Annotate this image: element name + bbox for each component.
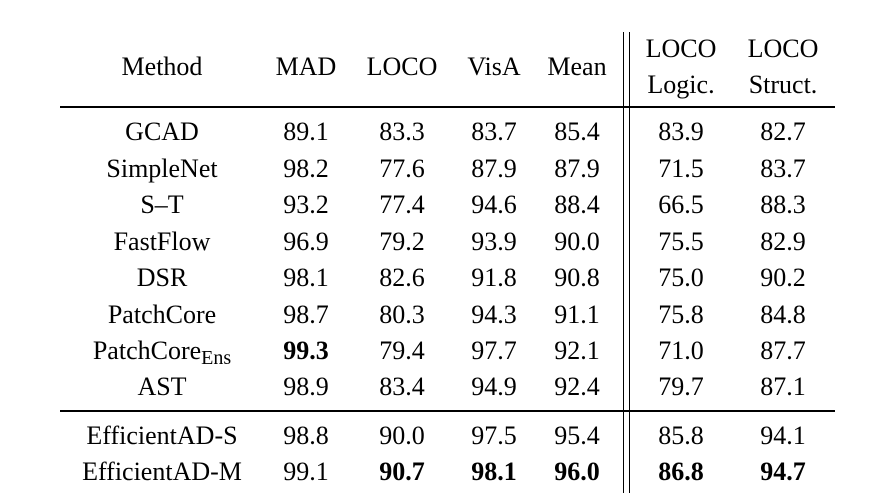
row-mean: 87.9 — [554, 154, 600, 183]
row-mean: 91.1 — [554, 300, 600, 329]
row-struct: 87.7 — [760, 336, 806, 365]
row-logic: 83.9 — [658, 117, 704, 146]
row-visa: 94.6 — [471, 190, 517, 219]
header-loco-struct-top: LOCO — [747, 34, 819, 63]
row-mad: 98.1 — [283, 263, 329, 292]
row-mean: 90.8 — [554, 263, 600, 292]
row-method: SimpleNet — [106, 154, 218, 183]
row-method: EfficientAD-S — [86, 421, 238, 450]
row-loco: 82.6 — [379, 263, 425, 292]
row-method: EfficientAD-M — [82, 457, 242, 486]
column-divider-right — [629, 32, 631, 493]
column-divider-left — [623, 32, 625, 493]
group-rule — [60, 410, 835, 412]
row-logic: 71.5 — [658, 154, 704, 183]
row-logic: 66.5 — [658, 190, 704, 219]
row-method: FastFlow — [113, 227, 211, 256]
header-visa: VisA — [467, 52, 521, 81]
row-logic: 79.7 — [658, 372, 704, 401]
row-mean: 92.4 — [554, 372, 600, 401]
header-loco: LOCO — [366, 52, 438, 81]
row-mean: 92.1 — [554, 336, 600, 365]
header-loco-logic-top: LOCO — [645, 34, 717, 63]
row-visa: 98.1 — [471, 457, 517, 486]
row-mean: 96.0 — [554, 457, 600, 486]
row-struct: 87.1 — [760, 372, 806, 401]
row-struct: 88.3 — [760, 190, 806, 219]
row-method-subscript: Ens — [201, 347, 232, 369]
header-loco-logic-bottom: Logic. — [647, 70, 715, 99]
row-logic: 75.0 — [658, 263, 704, 292]
row-loco: 80.3 — [379, 300, 425, 329]
row-loco: 90.0 — [379, 421, 425, 450]
row-mad: 96.9 — [283, 227, 329, 256]
row-method: PatchCoreEns — [92, 336, 231, 369]
header-loco-struct-bottom: Struct. — [748, 70, 818, 99]
row-method: AST — [137, 372, 187, 401]
row-mad: 98.7 — [283, 300, 329, 329]
row-logic: 86.8 — [658, 457, 704, 486]
row-loco: 83.4 — [379, 372, 425, 401]
row-visa: 87.9 — [471, 154, 517, 183]
header-mean: Mean — [547, 52, 607, 81]
row-mad: 89.1 — [283, 117, 329, 146]
row-struct: 90.2 — [760, 263, 806, 292]
header-method: Method — [121, 52, 203, 81]
row-loco: 77.4 — [379, 190, 425, 219]
row-method: S–T — [140, 190, 184, 219]
row-mad: 99.1 — [283, 457, 329, 486]
row-mad: 98.9 — [283, 372, 329, 401]
row-loco: 77.6 — [379, 154, 425, 183]
row-struct: 82.7 — [760, 117, 806, 146]
row-struct: 82.9 — [760, 227, 806, 256]
row-mad: 98.2 — [283, 154, 329, 183]
row-struct: 94.1 — [760, 421, 806, 450]
row-method: GCAD — [125, 117, 199, 146]
row-mad: 99.3 — [283, 336, 329, 365]
row-logic: 75.5 — [658, 227, 704, 256]
row-method: PatchCore — [107, 300, 217, 329]
row-mad: 98.8 — [283, 421, 329, 450]
row-loco: 83.3 — [379, 117, 425, 146]
row-struct: 94.7 — [760, 457, 806, 486]
row-logic: 85.8 — [658, 421, 704, 450]
header-rule — [60, 106, 835, 108]
row-mad: 93.2 — [283, 190, 329, 219]
row-mean: 90.0 — [554, 227, 600, 256]
row-mean: 88.4 — [554, 190, 600, 219]
row-loco: 79.4 — [379, 336, 425, 365]
row-visa: 91.8 — [471, 263, 517, 292]
row-visa: 94.3 — [471, 300, 517, 329]
row-logic: 71.0 — [658, 336, 704, 365]
row-visa: 83.7 — [471, 117, 517, 146]
row-visa: 93.9 — [471, 227, 517, 256]
row-method-base: PatchCore — [92, 336, 202, 365]
header-mad: MAD — [275, 52, 337, 81]
row-mean: 95.4 — [554, 421, 600, 450]
row-visa: 97.7 — [471, 336, 517, 365]
row-visa: 97.5 — [471, 421, 517, 450]
row-method: DSR — [136, 263, 188, 292]
row-loco: 79.2 — [379, 227, 425, 256]
row-struct: 84.8 — [760, 300, 806, 329]
row-loco: 90.7 — [379, 457, 425, 486]
row-visa: 94.9 — [471, 372, 517, 401]
row-logic: 75.8 — [658, 300, 704, 329]
row-mean: 85.4 — [554, 117, 600, 146]
row-struct: 83.7 — [760, 154, 806, 183]
